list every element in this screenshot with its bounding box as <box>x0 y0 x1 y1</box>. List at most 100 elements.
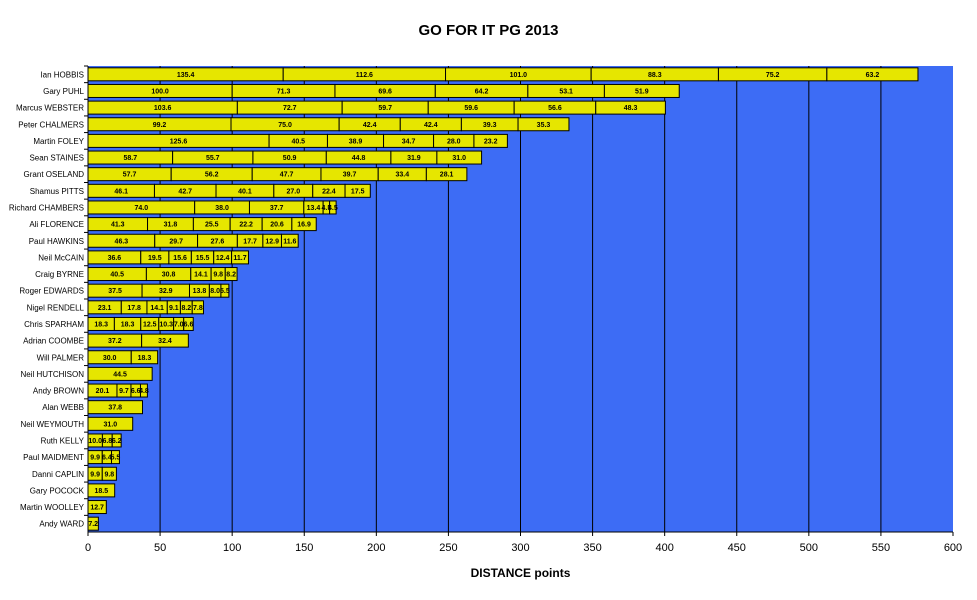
bar-segment-label: 27.6 <box>211 238 225 245</box>
row-label: Adrian COOMBE <box>23 337 84 346</box>
bar-segment-label: 22.4 <box>322 188 336 195</box>
bar-segment-label: 19.5 <box>148 255 162 262</box>
x-tick-label: 500 <box>800 542 818 554</box>
bar-segment-label: 17.7 <box>243 238 257 245</box>
bar-segment-label: 56.6 <box>548 105 562 112</box>
bar-segment <box>130 350 159 365</box>
bar-segment-label: 33.4 <box>395 172 409 179</box>
bar-segment-label: 64.2 <box>475 88 489 95</box>
bar-segment-label: 9.8 <box>213 272 223 279</box>
bar-segment-label: 37.5 <box>108 288 122 295</box>
bar-segment-label: 28.1 <box>440 172 454 179</box>
bar-segment-label: 10.3 <box>159 321 173 328</box>
x-axis: 0 50 100 150 200 250 300 350 400 450 500 550 600 <box>85 66 962 554</box>
bar-segment-label: 48.3 <box>624 105 638 112</box>
bar-segment-label: 101.0 <box>510 72 528 79</box>
bar-segment-label: 18.5 <box>95 488 109 495</box>
bar-segment-label: 103.6 <box>154 105 172 112</box>
bar-segment-label: 12.5 <box>143 321 157 328</box>
row-label: Andy WARD <box>39 520 84 529</box>
bar-segment-label: 6.2 <box>112 438 122 445</box>
bar-segment-label: 135.4 <box>177 72 195 79</box>
bar-segment <box>191 300 204 315</box>
bar-segment <box>473 133 508 148</box>
bar-segment-label: 32.9 <box>159 288 173 295</box>
row-label: Ruth KELLY <box>41 436 85 445</box>
bar-segment-label: 16.9 <box>297 222 311 229</box>
bar-segment-label: 27.0 <box>286 188 300 195</box>
bar-segment-label: 12.9 <box>265 238 279 245</box>
x-tick-label: 100 <box>223 542 241 554</box>
bar-segment <box>517 117 570 132</box>
bar-segment-label: 17.5 <box>351 188 365 195</box>
x-tick-label: 200 <box>367 542 385 554</box>
bar-segment-label: 29.7 <box>169 238 183 245</box>
bar-segment <box>110 450 120 465</box>
bar-segment-label: 74.0 <box>135 205 149 212</box>
bar-segment-label: 36.6 <box>108 255 122 262</box>
bar-segment-label: 13.8 <box>193 288 207 295</box>
bar-segment <box>603 83 680 98</box>
bar-segment-label: 69.6 <box>378 88 392 95</box>
bar-segment-label: 51.9 <box>635 88 649 95</box>
bar-segment-label: 23.1 <box>98 305 112 312</box>
bar-segment-label: 31.9 <box>407 155 421 162</box>
row-label: Neil WEYMOUTH <box>20 420 84 429</box>
bar-segment-label: 40.1 <box>238 188 252 195</box>
bar-segment-label: 11.6 <box>283 238 296 245</box>
bar-segment-label: 37.7 <box>270 205 284 212</box>
bar-segment-label: 42.7 <box>178 188 192 195</box>
bar-segment-label: 7.2 <box>88 521 98 528</box>
row-label: Martin WOOLLEY <box>20 503 85 512</box>
bar-segment-label: 22.2 <box>239 222 253 229</box>
bar-segment <box>291 217 317 232</box>
row-label: Gary PUHL <box>43 87 84 96</box>
bar-segment-label: 12.7 <box>90 505 104 512</box>
x-tick-label: 400 <box>655 542 673 554</box>
row-label: Roger EDWARDS <box>19 287 84 296</box>
x-tick-label: 300 <box>511 542 529 554</box>
bar-segment-label: 10.0 <box>88 438 102 445</box>
bar-segment-label: 125.6 <box>170 138 188 145</box>
bar-segment <box>436 150 483 165</box>
bar-segment-label: 99.2 <box>153 122 167 129</box>
row-label: Martin FOLEY <box>33 137 84 146</box>
bar-segment-label: 44.5 <box>113 371 127 378</box>
bar-segment-label: 112.6 <box>356 72 373 79</box>
bar-segment-label: 6.4 <box>102 455 112 462</box>
row-label: Marcus WEBSTER <box>16 104 84 113</box>
bar-segment <box>183 316 194 331</box>
x-tick-label: 550 <box>872 542 890 554</box>
bar-segment-label: 20.1 <box>96 388 110 395</box>
bar-segment-label: 42.4 <box>424 122 438 129</box>
x-axis-label: DISTANCE points <box>470 566 571 580</box>
bar-segment-label: 38.9 <box>349 138 363 145</box>
x-tick-label: 50 <box>154 542 166 554</box>
bar-segment-label: 50.9 <box>283 155 297 162</box>
bar-segment <box>141 333 189 348</box>
x-tick-label: 0 <box>85 542 91 554</box>
bar-segment <box>139 383 148 398</box>
bar-segment-label: 40.5 <box>291 138 305 145</box>
row-label: Neil McCAIN <box>38 253 84 262</box>
bar-segment-label: 17.8 <box>127 305 141 312</box>
bar-segment-label: 72.7 <box>283 105 297 112</box>
bar-segment-label: 57.7 <box>123 172 137 179</box>
bar-segment-label: 18.3 <box>121 321 135 328</box>
chart-title: GO FOR IT PG 2013 <box>418 22 559 39</box>
bar-segment-label: 46.3 <box>115 238 129 245</box>
gridlines <box>159 66 882 532</box>
bar-segment-label: 14.1 <box>194 272 208 279</box>
bar-segment-label: 8.2 <box>226 272 236 279</box>
bar-segment-label: 11.7 <box>233 255 246 262</box>
bar-segment-label: 56.2 <box>205 172 219 179</box>
bar-segment-label: 9.1 <box>169 305 179 312</box>
bar-segment <box>329 200 337 215</box>
bars: 135.4 112.6 101.0 88.3 75.2 63.2 100.0 71.3 69.6… <box>87 67 919 531</box>
bar-segment <box>111 433 122 448</box>
row-label: Ali FLORENCE <box>29 220 84 229</box>
bar-segment-label: 8.0 <box>210 288 220 295</box>
bar-segment <box>224 267 238 282</box>
row-label: Grant OSELAND <box>24 170 85 179</box>
